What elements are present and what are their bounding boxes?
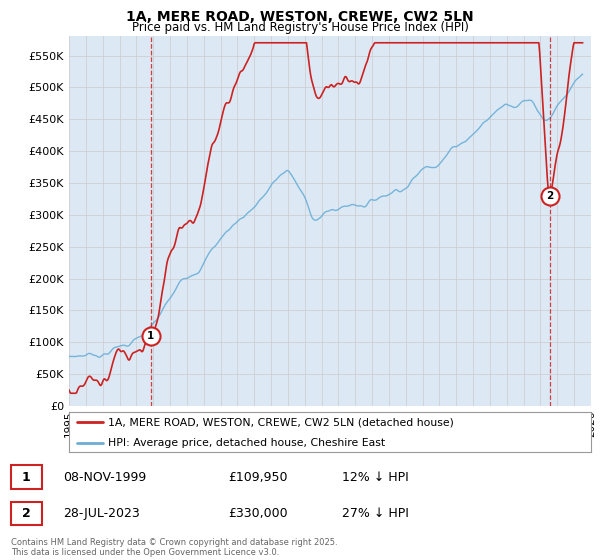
Text: 08-NOV-1999: 08-NOV-1999	[63, 470, 146, 484]
Text: 1: 1	[22, 470, 31, 484]
Text: 1A, MERE ROAD, WESTON, CREWE, CW2 5LN (detached house): 1A, MERE ROAD, WESTON, CREWE, CW2 5LN (d…	[108, 418, 454, 427]
Text: 2: 2	[22, 507, 31, 520]
Text: £330,000: £330,000	[228, 507, 287, 520]
Text: £109,950: £109,950	[228, 470, 287, 484]
Text: 27% ↓ HPI: 27% ↓ HPI	[342, 507, 409, 520]
Text: HPI: Average price, detached house, Cheshire East: HPI: Average price, detached house, Ches…	[108, 438, 385, 447]
Text: 1A, MERE ROAD, WESTON, CREWE, CW2 5LN: 1A, MERE ROAD, WESTON, CREWE, CW2 5LN	[126, 10, 474, 24]
FancyBboxPatch shape	[11, 502, 42, 525]
FancyBboxPatch shape	[11, 465, 42, 489]
Text: Price paid vs. HM Land Registry's House Price Index (HPI): Price paid vs. HM Land Registry's House …	[131, 21, 469, 34]
Text: 12% ↓ HPI: 12% ↓ HPI	[342, 470, 409, 484]
Text: Contains HM Land Registry data © Crown copyright and database right 2025.
This d: Contains HM Land Registry data © Crown c…	[11, 538, 337, 557]
Text: 2: 2	[547, 191, 554, 200]
Text: 1: 1	[147, 331, 154, 341]
Text: 28-JUL-2023: 28-JUL-2023	[63, 507, 140, 520]
